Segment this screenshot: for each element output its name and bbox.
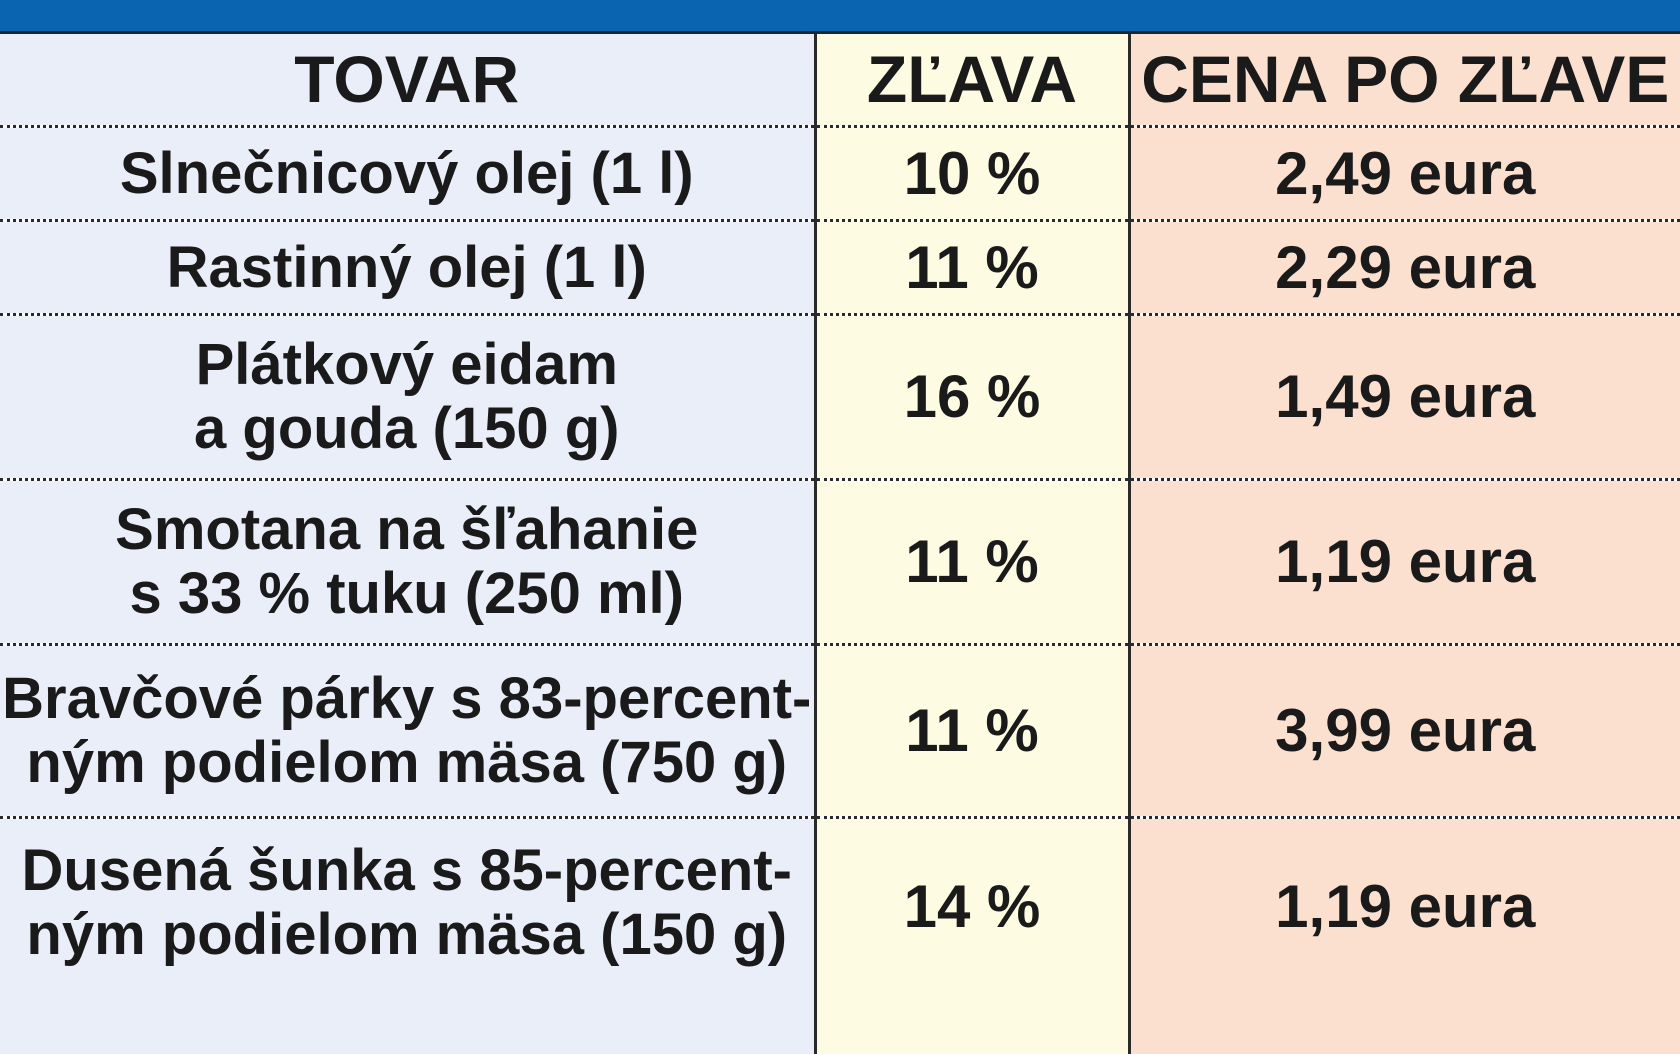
item-name-cell: Bravčové párky s 83-percent- ným podielo…	[0, 645, 815, 818]
table-row: Dusená šunka s 85-percent- ným podielom …	[0, 818, 1680, 1054]
header-price: CENA PO ZĽAVE	[1129, 34, 1680, 127]
discount-cell: 11 %	[815, 645, 1129, 818]
header-discount: ZĽAVA	[815, 34, 1129, 127]
item-name-line: a gouda (150 g)	[0, 397, 814, 461]
table-row: Smotana na šľahanie s 33 % tuku (250 ml)…	[0, 480, 1680, 645]
item-name-cell: Dusená šunka s 85-percent- ným podielom …	[0, 818, 815, 1054]
table-row: Bravčové párky s 83-percent- ným podielo…	[0, 645, 1680, 818]
header-item: TOVAR	[0, 34, 815, 127]
item-name-cell: Rastinný olej (1 l)	[0, 221, 815, 315]
discount-cell: 16 %	[815, 315, 1129, 480]
discount-price-table: TOVAR ZĽAVA CENA PO ZĽAVE Slnečnicový ol…	[0, 34, 1680, 1054]
table-header-row: TOVAR ZĽAVA CENA PO ZĽAVE	[0, 34, 1680, 127]
price-cell: 3,99 eura	[1129, 645, 1680, 818]
item-name-line: Plátkový eidam	[0, 333, 814, 397]
discount-cell: 10 %	[815, 127, 1129, 221]
table-row: Rastinný olej (1 l) 11 % 2,29 eura	[0, 221, 1680, 315]
item-name-line: Rastinný olej (1 l)	[0, 236, 814, 300]
item-name-cell: Smotana na šľahanie s 33 % tuku (250 ml)	[0, 480, 815, 645]
table-row: Slnečnicový olej (1 l) 10 % 2,49 eura	[0, 127, 1680, 221]
price-cell: 2,49 eura	[1129, 127, 1680, 221]
item-name-line: Bravčové párky s 83-percent-	[0, 667, 814, 731]
item-name-line: ným podielom mäsa (150 g)	[0, 903, 814, 967]
discount-cell: 11 %	[815, 221, 1129, 315]
top-banner-bar	[0, 0, 1680, 31]
item-name-line: s 33 % tuku (250 ml)	[0, 562, 814, 626]
price-cell: 2,29 eura	[1129, 221, 1680, 315]
price-cell: 1,19 eura	[1129, 480, 1680, 645]
item-name-line: Slnečnicový olej (1 l)	[0, 142, 814, 206]
price-cell: 1,49 eura	[1129, 315, 1680, 480]
item-name-cell: Slnečnicový olej (1 l)	[0, 127, 815, 221]
item-name-line: ným podielom mäsa (750 g)	[0, 731, 814, 795]
price-cell: 1,19 eura	[1129, 818, 1680, 1054]
discount-cell: 14 %	[815, 818, 1129, 1054]
discount-cell: 11 %	[815, 480, 1129, 645]
item-name-line: Dusená šunka s 85-percent-	[0, 839, 814, 903]
item-name-line: Smotana na šľahanie	[0, 498, 814, 562]
item-name-cell: Plátkový eidam a gouda (150 g)	[0, 315, 815, 480]
table-row: Plátkový eidam a gouda (150 g) 16 % 1,49…	[0, 315, 1680, 480]
